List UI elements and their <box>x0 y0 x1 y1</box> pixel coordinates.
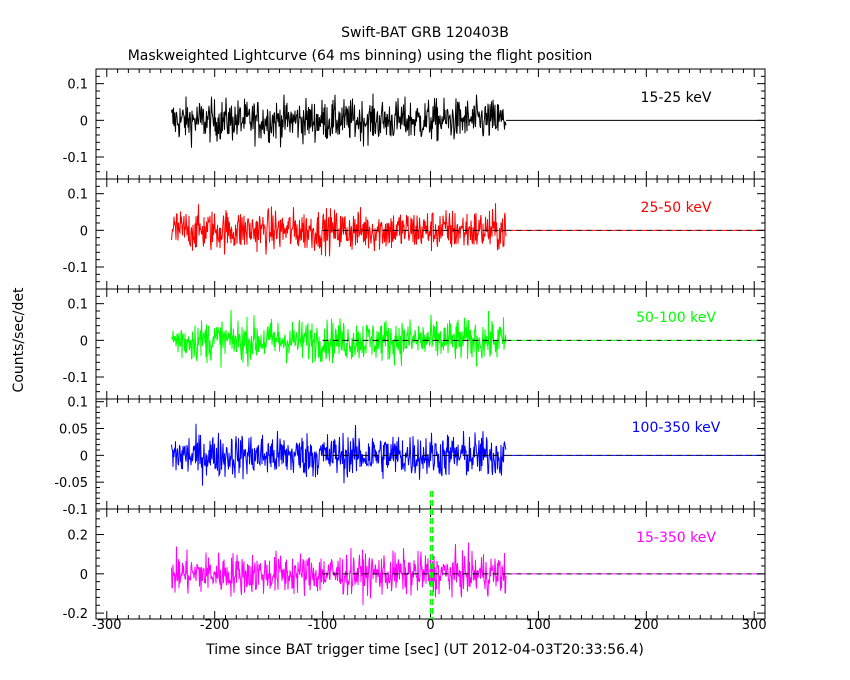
y-tick-label: 0.1 <box>67 78 88 93</box>
y-axis-label: Counts/sec/det <box>11 287 27 392</box>
y-tick-label: 0 <box>80 568 88 583</box>
panel-3: -0.1 -0.05 0 0.05 0.1 100-350 keV <box>54 396 766 518</box>
y-tick-label: 0.05 <box>59 423 88 438</box>
y-tick-label: -0.1 <box>63 503 88 518</box>
band-label: 25-50 keV <box>641 200 712 216</box>
panel-4: -0.2 0 0.2 15-350 keV <box>63 508 766 622</box>
y-tick-label: 0 <box>80 334 88 349</box>
chart-subtitle: Maskweighted Lightcurve (64 ms binning) … <box>128 48 593 64</box>
lightcurve-trace <box>171 542 507 606</box>
band-label: 15-350 keV <box>636 530 716 546</box>
x-tick-label: 300 <box>742 618 767 633</box>
y-tick-label: 0 <box>80 224 88 239</box>
panel-2: -0.1 0 0.1 50-100 keV <box>63 288 766 400</box>
y-tick-label: 0.2 <box>67 529 88 544</box>
y-tick-label: 0.1 <box>67 396 88 411</box>
x-axis: -300 -200 -100 0 100 200 300 <box>92 618 767 633</box>
x-tick-label: -200 <box>200 618 230 633</box>
panel-1: -0.1 0 0.1 25-50 keV <box>63 178 766 290</box>
band-label: 50-100 keV <box>636 310 716 326</box>
lightcurve-trace <box>171 309 507 368</box>
lightcurve-trace <box>171 423 507 486</box>
y-tick-label: -0.2 <box>63 607 88 622</box>
y-tick-label: -0.1 <box>63 261 88 276</box>
panels-group: -0.1 0 0.1 15-25 keV -0.1 0 0.1 25-50 keV -0.1 0 0… <box>54 68 766 622</box>
chart-title: Swift-BAT GRB 120403B <box>341 25 509 41</box>
panel-0: -0.1 0 0.1 15-25 keV <box>63 68 766 180</box>
lightcurve-trace <box>171 93 507 148</box>
y-tick-label: -0.05 <box>54 476 88 491</box>
x-tick-label: -100 <box>308 618 338 633</box>
x-tick-label: 100 <box>526 618 551 633</box>
x-tick-label: -300 <box>92 618 122 633</box>
lightcurve-trace <box>171 203 507 257</box>
band-label: 100-350 keV <box>632 420 721 436</box>
x-tick-label: 0 <box>426 618 434 633</box>
y-tick-label: 0 <box>80 114 88 129</box>
y-tick-label: -0.1 <box>63 151 88 166</box>
x-axis-label: Time since BAT trigger time [sec] (UT 20… <box>205 642 644 658</box>
band-label: 15-25 keV <box>641 90 712 106</box>
y-tick-label: 0 <box>80 449 88 464</box>
x-tick-label: 200 <box>634 618 659 633</box>
y-tick-label: -0.1 <box>63 371 88 386</box>
y-tick-label: 0.1 <box>67 188 88 203</box>
y-tick-label: 0.1 <box>67 298 88 313</box>
